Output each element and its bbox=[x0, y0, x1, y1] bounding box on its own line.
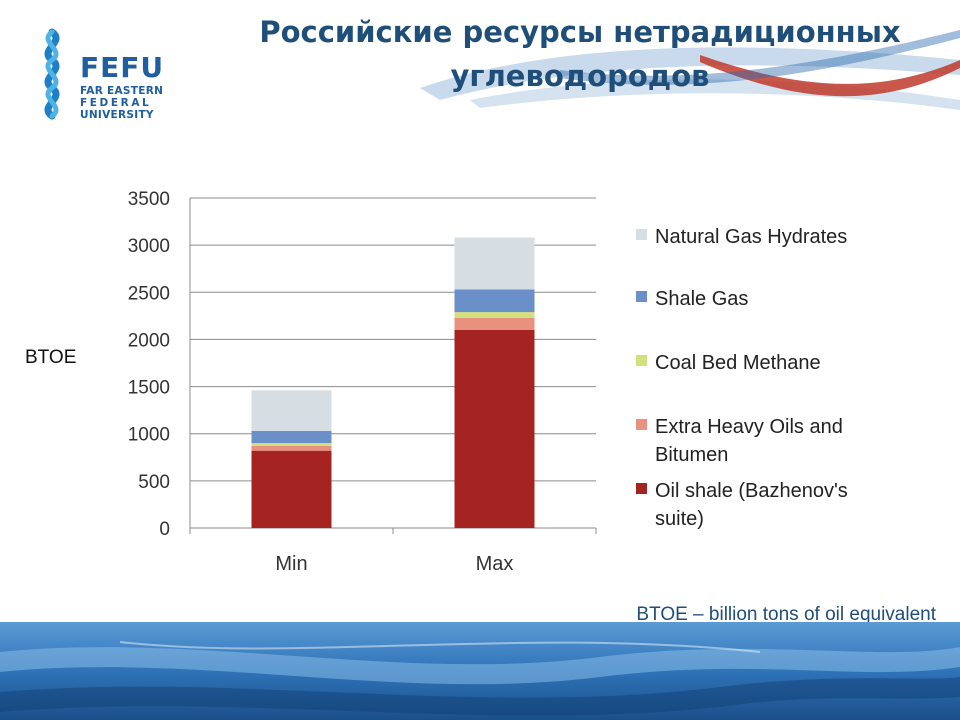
legend-swatch bbox=[636, 355, 647, 366]
fefu-logo: FEFU FAR EASTERN FEDERAL UNIVERSITY bbox=[30, 28, 190, 124]
header-swoosh-decoration bbox=[420, 30, 960, 110]
footnote: BTOE – billion tons of oil equivalent bbox=[636, 604, 936, 625]
slide-title-line-1: Российские ресурсы нетрадиционных bbox=[259, 15, 901, 49]
bar-segment bbox=[251, 450, 332, 528]
y-tick-label: 3500 bbox=[128, 189, 170, 210]
legend-swatch bbox=[636, 419, 647, 430]
legend-label: Natural Gas Hydrates bbox=[655, 226, 847, 248]
dna-helix-icon bbox=[44, 28, 60, 120]
legend-label: Extra Heavy Oils and bbox=[655, 416, 843, 438]
legend-label: suite) bbox=[655, 508, 704, 530]
y-tick-label: 0 bbox=[159, 519, 170, 540]
footer-wave-decoration bbox=[0, 622, 960, 720]
x-tick-label: Max bbox=[476, 553, 514, 575]
bar-segment bbox=[454, 312, 535, 318]
legend-swatch bbox=[636, 291, 647, 302]
legend-label: Bitumen bbox=[655, 444, 728, 466]
logo-line-2: FEDERAL bbox=[80, 97, 152, 109]
slide-title-line-2: углеводородов bbox=[450, 59, 710, 93]
legend-label: Coal Bed Methane bbox=[655, 352, 821, 374]
legend-swatch bbox=[636, 229, 647, 240]
logo-line-3: UNIVERSITY bbox=[80, 109, 154, 121]
logo-line-1: FAR EASTERN bbox=[80, 85, 164, 97]
y-axis-label: BTOE bbox=[25, 347, 76, 368]
bar-segment bbox=[251, 443, 332, 446]
bar-segment bbox=[454, 289, 535, 313]
legend-label: Shale Gas bbox=[655, 288, 748, 310]
y-tick-label: 2000 bbox=[128, 330, 170, 351]
bar-segment bbox=[454, 317, 535, 330]
y-tick-label: 1500 bbox=[128, 378, 170, 399]
legend-swatch bbox=[636, 483, 647, 494]
bar-segment bbox=[251, 445, 332, 451]
bar-segment bbox=[454, 330, 535, 528]
bar-segment bbox=[454, 237, 535, 290]
y-tick-label: 1000 bbox=[128, 425, 170, 446]
logo-wordmark: FEFU bbox=[80, 51, 165, 84]
y-tick-label: 2500 bbox=[128, 283, 170, 304]
bar-segment bbox=[251, 430, 332, 444]
x-tick-label: Min bbox=[275, 553, 307, 575]
legend-label: Oil shale (Bazhenov's bbox=[655, 480, 848, 502]
bar-segment bbox=[251, 390, 332, 431]
y-tick-label: 3000 bbox=[128, 236, 170, 257]
y-tick-label: 500 bbox=[138, 472, 170, 493]
slide-title: Российские ресурсы нетрадиционных углево… bbox=[200, 10, 960, 98]
